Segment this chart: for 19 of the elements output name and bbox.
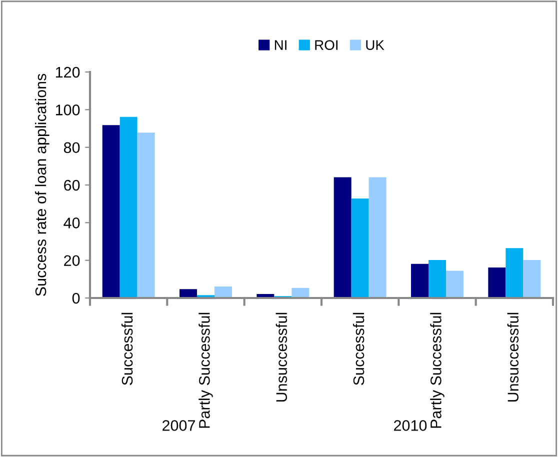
- y-tick-label: 120: [56, 66, 80, 78]
- y-tick-label: 0: [72, 292, 80, 304]
- x-tick-label: Unsuccessful: [507, 312, 519, 402]
- y-tick-label: 60: [64, 180, 80, 191]
- x-tick-label: Successful: [121, 312, 133, 386]
- legend-label: NI: [274, 40, 286, 50]
- x-tick-label: Unsuccessful: [276, 312, 288, 402]
- y-tick-label: 100: [56, 104, 80, 116]
- y-axis-title: Success rate of loan applications: [34, 74, 50, 296]
- y-tick-label: 80: [64, 142, 80, 154]
- x-tick-label: Partly Successful: [430, 312, 444, 428]
- legend-label: ROI: [315, 40, 338, 50]
- text: 2007: [162, 420, 195, 431]
- text: 2010: [394, 420, 427, 431]
- legend-label: UK: [366, 40, 384, 50]
- y-tick-label: 20: [64, 255, 80, 266]
- x-tick-label: Successful: [352, 312, 364, 386]
- y-tick-label: 40: [64, 218, 80, 228]
- x-tick-label: Partly Successful: [198, 312, 213, 428]
